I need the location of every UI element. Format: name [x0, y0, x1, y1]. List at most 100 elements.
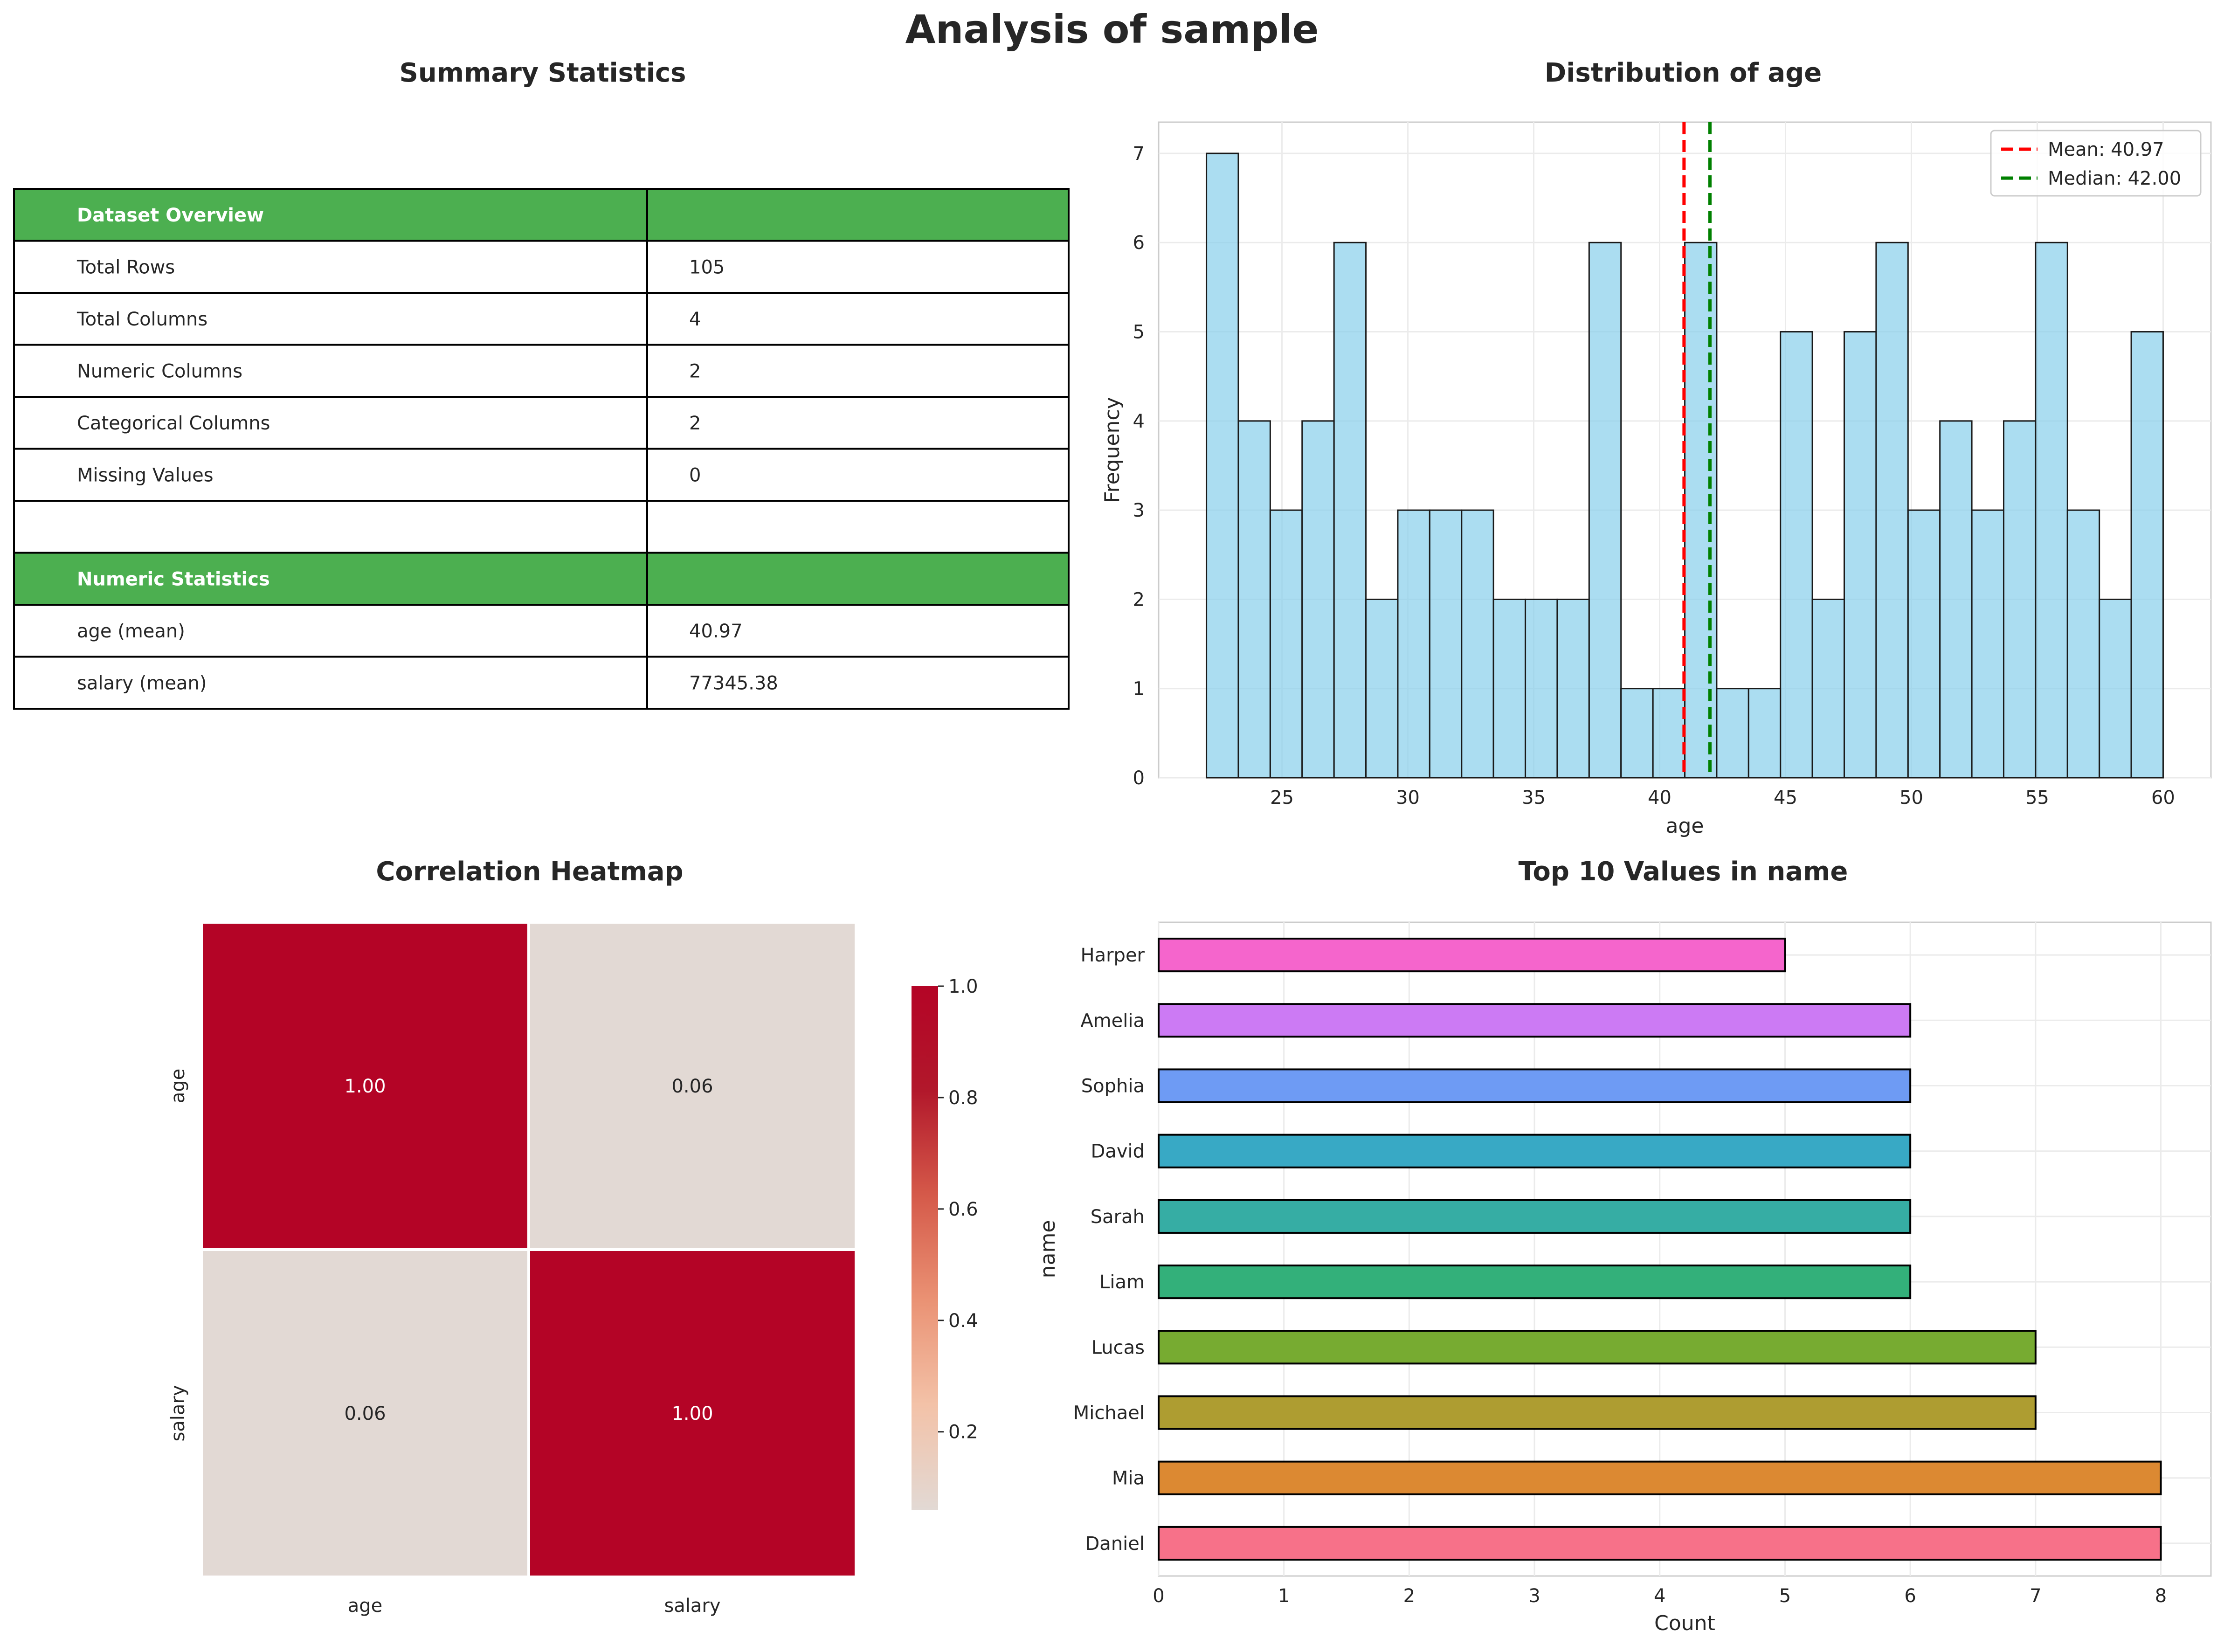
histogram-bar: [2130, 331, 2164, 779]
y-tick-label: Harper: [1081, 945, 1145, 966]
y-tick-label: Sophia: [1081, 1076, 1145, 1097]
x-tick-label: 5: [1779, 1585, 1791, 1607]
x-tick-label: 25: [1270, 787, 1294, 809]
summary-title: Summary Statistics: [400, 58, 686, 88]
x-tick-label: 2: [1403, 1585, 1415, 1607]
histogram-bar: [2099, 598, 2132, 779]
table-value-cell: [646, 240, 1070, 294]
legend-label: Mean: 40.97: [2048, 139, 2164, 160]
table-value-cell: [646, 656, 1070, 710]
heatmap-annotation: 1.00: [344, 1076, 386, 1097]
bar: [1158, 1330, 2037, 1365]
histogram-bar: [1652, 688, 1686, 779]
y-axis-label: name: [1036, 1220, 1060, 1279]
x-tick-label: 40: [1648, 787, 1671, 809]
table-row-label: Numeric Columns: [77, 360, 242, 382]
heatmap-panel: Correlation Heatmap 1.00 0.06 0.06 1.00 age a…: [167, 857, 978, 1617]
y-tick-label: 0: [1133, 767, 1145, 789]
y-tick-label: Liam: [1099, 1272, 1145, 1293]
histogram-bar: [1875, 242, 1909, 779]
histogram-bar: [1365, 598, 1399, 779]
y-tick-label: Sarah: [1091, 1206, 1145, 1228]
table-value-cell: [646, 500, 1070, 554]
histogram-bar: [1811, 598, 1845, 779]
table-row-label: Dataset Overview: [77, 205, 264, 226]
table-row-label: age (mean): [77, 621, 185, 642]
histogram-bar: [2066, 509, 2100, 779]
x-tick-label: 60: [2151, 787, 2175, 809]
topvalues-panel: Top 10 Values in name 0 1 2 3 4 5 6 7 8 Daniel Mia…: [1036, 857, 2212, 1635]
histogram-bar: [1397, 509, 1430, 779]
histogram-bar: [1525, 598, 1558, 779]
colorbar-tick-label: 0.2: [948, 1422, 978, 1443]
y-tick-label: Amelia: [1080, 1010, 1145, 1031]
histogram-bar: [1780, 331, 1813, 779]
histogram-bar: [1747, 688, 1782, 779]
y-tick-label: David: [1091, 1141, 1145, 1162]
heatmap-cell: [200, 1248, 530, 1578]
histogram-bar: [1237, 420, 1271, 779]
histogram-bar: [1716, 688, 1749, 779]
heatmap-y-label: age: [167, 1069, 189, 1104]
table-row-label: Categorical Columns: [77, 413, 270, 434]
y-tick-label: 1: [1133, 678, 1145, 700]
table-row-value: 2: [689, 360, 701, 382]
table-label-cell: [13, 188, 648, 242]
bar: [1158, 1265, 1912, 1299]
y-tick-label: Michael: [1073, 1403, 1145, 1424]
topvalues-title: Top 10 Values in name: [1519, 857, 1848, 887]
table-row-value: 105: [689, 256, 725, 278]
heatmap-y-label: salary: [167, 1385, 189, 1441]
y-tick-label: 6: [1133, 232, 1145, 254]
table-label-cell: [13, 500, 648, 554]
table-row-label: Total Columns: [76, 309, 207, 330]
histogram-title: Distribution of age: [1545, 58, 1822, 88]
histogram-bar: [1684, 242, 1718, 779]
table-row-label: Numeric Statistics: [77, 568, 270, 590]
table-label-cell: [13, 552, 648, 606]
histogram-bar: [1907, 509, 1941, 779]
table-row-label: Missing Values: [77, 464, 214, 486]
x-tick-label: 50: [1899, 787, 1923, 809]
histogram-bar: [1206, 152, 1239, 779]
table-row-value: 2: [689, 413, 701, 434]
summary-panel: Summary Statistics Dataset Overview Total…: [13, 58, 1070, 710]
bar: [1158, 1003, 1912, 1038]
heatmap-x-label: age: [348, 1595, 383, 1617]
heatmap-x-label: salary: [664, 1595, 720, 1617]
x-tick-label: 55: [2025, 787, 2049, 809]
table-row-label: salary (mean): [77, 672, 207, 694]
x-tick-label: 6: [1904, 1585, 1916, 1607]
histogram-bar: [1269, 509, 1303, 779]
colorbar: [912, 986, 938, 1510]
table-row-value: 77345.38: [689, 672, 778, 694]
histogram-bar: [1333, 242, 1367, 779]
topvalues-chart: 0 1 2 3 4 5 6 7 8 Daniel Mia Michael Lucas Liam Sarah D…: [1036, 921, 2212, 1635]
heatmap-cell: [200, 921, 530, 1251]
y-tick-label: Mia: [1112, 1468, 1145, 1489]
heatmap-cell: [527, 1248, 857, 1578]
x-axis-label: age: [1666, 814, 1704, 838]
y-tick-label: 2: [1133, 589, 1145, 610]
table-label-cell: [13, 396, 648, 450]
histogram-bar: [1301, 420, 1335, 779]
x-tick-label: 1: [1278, 1585, 1290, 1607]
table-row-value: 40.97: [689, 621, 743, 642]
table-value-cell: [646, 292, 1070, 346]
colorbar-tick-label: 0.6: [948, 1199, 978, 1220]
table-value-cell: [646, 448, 1070, 502]
bar: [1158, 938, 1786, 973]
table-value-cell: [646, 604, 1070, 658]
heatmap-annotation: 0.06: [344, 1403, 386, 1424]
histogram-bar: [1620, 688, 1654, 779]
y-tick-label: 4: [1133, 411, 1145, 432]
table-value-cell: [646, 552, 1070, 606]
bar: [1158, 1460, 2162, 1495]
bar: [1158, 1395, 2037, 1430]
heatmap-annotation: 0.06: [671, 1076, 713, 1097]
table-value-cell: [646, 344, 1070, 398]
histogram-panel: Distribution of age 25 30 35 40 45 50 55 600123…: [1100, 58, 2212, 838]
histogram-bar: [2035, 242, 2068, 779]
x-axis-label: Count: [1654, 1611, 1715, 1635]
